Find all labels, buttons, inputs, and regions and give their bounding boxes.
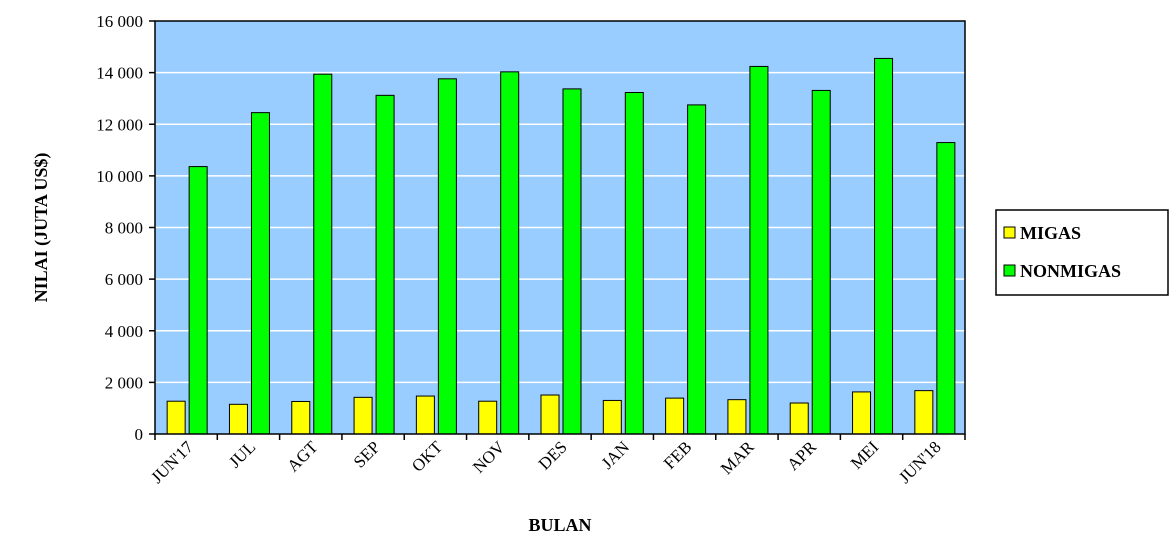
y-tick-label: 0 (135, 425, 144, 444)
x-axis-title: BULAN (528, 515, 591, 535)
bar-migas-8 (665, 397, 685, 435)
bar-migas-10 (789, 402, 809, 435)
bar-migas-3 (353, 396, 373, 435)
bar-migas-5 (478, 400, 498, 435)
y-tick-label: 10 000 (96, 167, 143, 186)
bar-nonmigas-1 (250, 112, 270, 435)
bar-nonmigas-3 (375, 94, 395, 435)
bar-nonmigas-10 (811, 89, 831, 435)
y-axis-title: NILAI (JUTA US$) (31, 153, 52, 303)
bar-nonmigas-7 (624, 92, 644, 435)
legend-swatch-nonmigas (1003, 264, 1016, 277)
x-tick-label: JUN'18 (895, 437, 945, 487)
legend-label-nonmigas: NONMIGAS (1020, 261, 1121, 281)
x-tick-label: MAR (717, 437, 758, 478)
bar-nonmigas-5 (500, 71, 520, 435)
y-tick-label: 6 000 (105, 270, 143, 289)
bar-migas-11 (852, 391, 872, 435)
bars (166, 57, 956, 435)
x-tick-label: MEI (847, 437, 883, 473)
x-tick-label: JUN'17 (147, 437, 197, 487)
bar-nonmigas-0 (188, 166, 208, 435)
bar-nonmigas-2 (313, 73, 333, 435)
legend: MIGAS NONMIGAS (995, 209, 1169, 296)
bar-nonmigas-11 (874, 57, 894, 435)
bar-migas-2 (291, 400, 311, 435)
y-tick-label: 12 000 (96, 115, 143, 134)
x-tick-label: OKT (408, 437, 447, 476)
legend-box (995, 209, 1169, 296)
bar-migas-4 (415, 395, 435, 435)
y-tick-label: 8 000 (105, 219, 143, 238)
y-tick-label: 14 000 (96, 64, 143, 83)
bar-nonmigas-9 (749, 65, 769, 435)
x-tick-label: SEP (350, 437, 384, 471)
bar-nonmigas-12 (936, 142, 956, 435)
x-tick-label: FEB (660, 437, 695, 472)
bar-nonmigas-6 (562, 88, 582, 435)
bar-migas-1 (228, 403, 248, 435)
legend-label-migas: MIGAS (1020, 223, 1081, 243)
bar-nonmigas-8 (687, 104, 707, 435)
axes (149, 20, 966, 440)
x-tick-label: DES (535, 437, 571, 473)
bar-migas-0 (166, 400, 186, 435)
x-tick-label: NOV (469, 437, 509, 477)
legend-swatch-migas (1003, 226, 1016, 239)
y-tick-label: 4 000 (105, 322, 143, 341)
y-tick-label: 16 000 (96, 12, 143, 31)
x-tick-labels: JUN'17 JUL AGT SEP OKT NOV DES JAN FEB MAR APR MEI J… (147, 437, 944, 487)
bar-migas-7 (602, 399, 622, 435)
bar-migas-9 (727, 399, 747, 435)
y-tick-label: 2 000 (105, 373, 143, 392)
x-tick-label: JAN (598, 437, 633, 472)
bar-nonmigas-4 (437, 78, 457, 435)
bar-migas-12 (914, 390, 934, 435)
x-tick-label: JUL (225, 437, 259, 471)
x-tick-label: APR (783, 437, 820, 474)
y-tick-labels: 0 2 000 4 000 6 000 8 000 10 000 12 000 14 000 1… (96, 12, 143, 444)
x-tick-label: AGT (283, 437, 322, 476)
bar-migas-6 (540, 394, 560, 435)
